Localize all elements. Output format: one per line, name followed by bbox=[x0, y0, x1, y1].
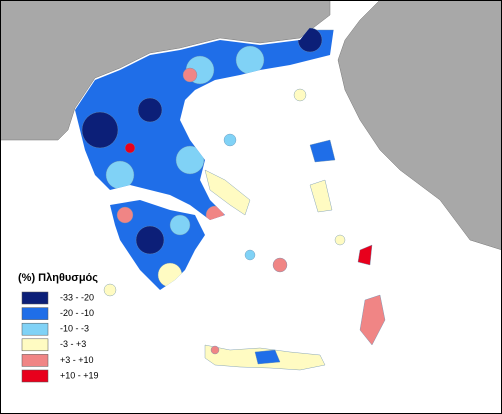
island bbox=[272, 257, 288, 273]
island bbox=[359, 294, 386, 346]
neighbour-land bbox=[0, 0, 331, 141]
legend-label: -3 - +3 bbox=[60, 339, 86, 349]
neighbour-land bbox=[337, 0, 502, 251]
region bbox=[137, 97, 163, 123]
legend-swatch bbox=[21, 338, 49, 352]
legend-label: -20 - -10 bbox=[60, 308, 94, 318]
region bbox=[116, 206, 134, 224]
island bbox=[309, 139, 336, 163]
region bbox=[254, 349, 281, 365]
legend: -33 - -20 -20 - -10 -10 - -3 -3 - +3 +3 - +1… bbox=[21, 291, 99, 383]
island bbox=[244, 249, 256, 261]
region bbox=[182, 67, 198, 83]
legend-label: -33 - -20 bbox=[60, 292, 94, 302]
region bbox=[135, 225, 165, 255]
legend-label: +10 - +19 bbox=[60, 370, 99, 380]
legend-title: (%) Πληθυσμός bbox=[18, 272, 98, 284]
island bbox=[309, 179, 333, 213]
island bbox=[334, 234, 346, 246]
region bbox=[105, 160, 135, 190]
legend-swatch bbox=[21, 322, 49, 336]
island bbox=[210, 345, 220, 355]
island bbox=[357, 244, 373, 266]
legend-swatch bbox=[21, 354, 49, 367]
island bbox=[223, 133, 237, 147]
region bbox=[169, 214, 191, 236]
region bbox=[235, 45, 265, 75]
legend-label: +3 - +10 bbox=[60, 355, 94, 365]
legend-swatch bbox=[21, 369, 49, 383]
region bbox=[81, 111, 119, 149]
island bbox=[293, 88, 307, 102]
island bbox=[204, 169, 251, 216]
legend-swatch bbox=[21, 291, 49, 305]
region bbox=[175, 145, 205, 175]
region bbox=[124, 142, 136, 154]
legend-label: -10 - -3 bbox=[60, 324, 89, 334]
legend-swatch bbox=[21, 307, 49, 320]
island bbox=[103, 283, 117, 297]
